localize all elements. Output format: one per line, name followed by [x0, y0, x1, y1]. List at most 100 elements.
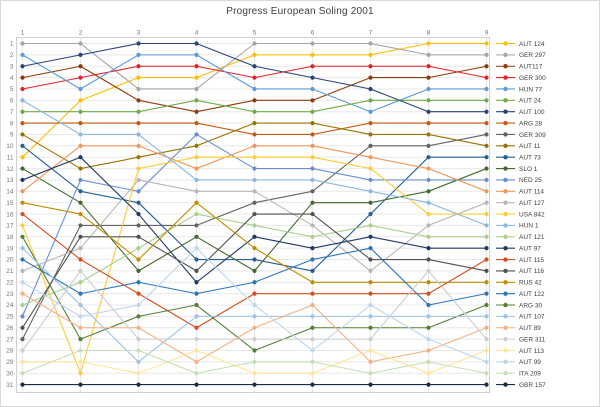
legend-marker-icon [503, 268, 508, 274]
legend-marker-icon [503, 291, 508, 296]
legend-item-arg-28: ARG 28 [496, 120, 543, 127]
series-ger-297 [20, 41, 489, 92]
svg-text:12: 12 [6, 166, 14, 173]
svg-text:2: 2 [10, 52, 14, 59]
plot-area-border [16, 37, 490, 393]
svg-text:31: 31 [6, 382, 14, 389]
svg-text:2: 2 [79, 30, 83, 37]
svg-text:23: 23 [6, 291, 14, 298]
legend-marker-icon [503, 64, 508, 69]
legend-marker-icon [503, 109, 508, 114]
svg-text:8: 8 [10, 120, 14, 127]
legend-item-aut117: AUT117 [496, 64, 543, 71]
legend-item-arg-30: ARG 30 [496, 302, 543, 309]
legend-item-aut-113: AUT 113 [496, 348, 544, 355]
legend-label: AUT 73 [519, 155, 541, 162]
legend-marker-icon [503, 211, 508, 217]
legend-item-aut-73: AUT 73 [496, 155, 541, 162]
svg-text:10: 10 [6, 143, 14, 150]
legend-label: AUT117 [519, 64, 543, 71]
legend-marker-icon [503, 280, 508, 285]
legend-label: AUT 107 [519, 314, 545, 321]
legend-marker-icon [503, 223, 508, 228]
legend-marker-icon [503, 382, 508, 387]
legend-marker-icon [503, 371, 508, 376]
legend-label: USA 842 [519, 211, 545, 218]
legend-label: AUT 122 [519, 291, 545, 298]
series-aut-122 [20, 246, 489, 308]
legend-marker-icon [503, 200, 508, 205]
legend-marker-icon [503, 52, 508, 58]
svg-text:4: 4 [10, 75, 14, 82]
legend-item-aut-89: AUT 89 [496, 325, 541, 332]
legend: AUT 124 GER 297 AUT117 GER 300 HUN 77 AUT 24 A… [496, 41, 546, 389]
legend-label: GBR 157 [519, 382, 546, 389]
legend-item-aut-121: AUT 121 [496, 234, 545, 241]
series-aut-107 [20, 246, 489, 364]
legend-label: SLO 1 [519, 166, 538, 173]
svg-text:7: 7 [369, 30, 373, 37]
legend-label: ARG 30 [519, 302, 543, 309]
svg-text:9: 9 [10, 132, 14, 139]
legend-item-aut-122: AUT 122 [496, 291, 545, 298]
legend-item-aut-97: AUT 97 [496, 245, 541, 252]
legend-marker-icon [503, 166, 508, 171]
svg-text:11: 11 [7, 154, 14, 161]
series-aut-116 [20, 211, 489, 330]
legend-item-ger-311: GER 311 [496, 336, 546, 343]
legend-item-aut-99: AUT 99 [496, 359, 541, 366]
legend-marker-icon [503, 257, 508, 262]
series-ger-300 [20, 64, 489, 92]
legend-item-aut-100: AUT 100 [496, 109, 545, 116]
series-aut-97 [20, 155, 489, 285]
legend-marker-icon [503, 302, 508, 308]
legend-item-slo-1: SLO 1 [496, 166, 538, 173]
legend-marker-icon [503, 75, 508, 80]
legend-item-ita-209: ITA 209 [496, 371, 541, 378]
series-ned-25 [20, 132, 489, 319]
svg-text:22: 22 [6, 279, 14, 286]
legend-item-hun-1: HUN 1 [496, 223, 539, 230]
svg-text:25: 25 [6, 314, 14, 321]
legend-item-aut-127: AUT 127 [496, 200, 545, 207]
legend-label: GER 297 [519, 52, 546, 59]
x-axis-labels: 1 2 3 4 5 6 7 8 9 [21, 30, 489, 37]
legend-label: HUN 1 [519, 223, 539, 230]
svg-text:17: 17 [6, 223, 14, 230]
legend-label: AUT 99 [519, 359, 541, 366]
series-aut-100 [20, 41, 489, 114]
series-hun-77 [20, 52, 489, 114]
legend-label: AUT 116 [519, 268, 544, 275]
svg-text:28: 28 [6, 348, 14, 355]
svg-text:24: 24 [6, 302, 14, 309]
series-aut-114 [20, 143, 489, 194]
svg-text:15: 15 [6, 200, 14, 207]
svg-text:4: 4 [195, 30, 199, 37]
legend-marker-icon [503, 132, 508, 137]
legend-marker-icon [503, 189, 508, 194]
legend-item-aut-116: AUT 116 [496, 268, 544, 275]
legend-marker-icon [503, 143, 508, 149]
legend-marker-icon [503, 41, 508, 46]
svg-text:14: 14 [6, 189, 14, 196]
legend-label: GER 300 [519, 75, 546, 82]
svg-text:5: 5 [10, 86, 14, 93]
legend-item-aut-114: AUT 114 [496, 189, 544, 196]
series-ita-209 [20, 348, 489, 376]
y-axis-labels: 1234567891011121314151617181920212223242… [6, 41, 14, 389]
svg-text:27: 27 [6, 336, 14, 343]
legend-item-aut-115: AUT 115 [496, 257, 544, 264]
svg-text:3: 3 [10, 63, 14, 70]
svg-text:9: 9 [485, 30, 489, 37]
svg-text:1: 1 [10, 41, 14, 48]
legend-item-aut-107: AUT 107 [496, 314, 545, 321]
svg-text:13: 13 [6, 177, 14, 184]
legend-marker-icon [503, 155, 508, 160]
svg-text:29: 29 [6, 359, 14, 366]
svg-text:21: 21 [6, 268, 14, 275]
svg-text:8: 8 [427, 30, 431, 37]
series-ger-311 [20, 268, 489, 353]
legend-label: AUT 114 [519, 189, 544, 196]
legend-marker-icon [503, 98, 508, 103]
